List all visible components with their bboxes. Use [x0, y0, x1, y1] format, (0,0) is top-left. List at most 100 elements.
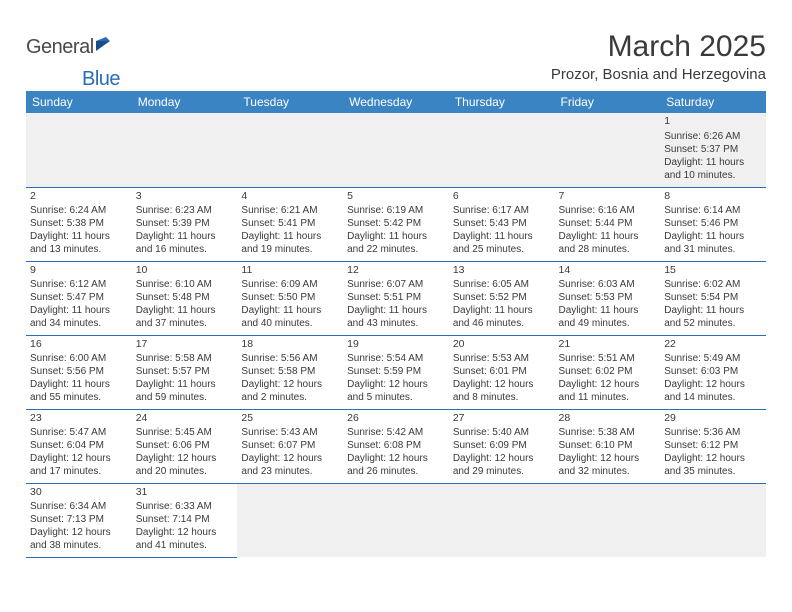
calendar-cell: 4Sunrise: 6:21 AMSunset: 5:41 PMDaylight… — [237, 187, 343, 261]
sunrise-text: Sunrise: 5:38 AM — [559, 426, 657, 439]
daylight-text: Daylight: 12 hours — [241, 378, 339, 391]
calendar-cell: 29Sunrise: 5:36 AMSunset: 6:12 PMDayligh… — [660, 409, 766, 483]
sunrise-text: Sunrise: 6:26 AM — [664, 130, 762, 143]
daylight-text: and 40 minutes. — [241, 317, 339, 330]
dayname: Thursday — [449, 91, 555, 113]
sunrise-text: Sunrise: 5:36 AM — [664, 426, 762, 439]
calendar-row: 30Sunrise: 6:34 AMSunset: 7:13 PMDayligh… — [26, 483, 766, 557]
daylight-text: Daylight: 11 hours — [664, 156, 762, 169]
day-number: 12 — [347, 264, 445, 278]
day-number: 21 — [559, 338, 657, 352]
sunset-text: Sunset: 5:57 PM — [136, 365, 234, 378]
calendar-cell: 17Sunrise: 5:58 AMSunset: 5:57 PMDayligh… — [132, 335, 238, 409]
day-number: 16 — [30, 338, 128, 352]
logo-text-1: General — [26, 36, 94, 59]
day-number: 28 — [559, 412, 657, 426]
daylight-text: and 5 minutes. — [347, 391, 445, 404]
sunset-text: Sunset: 6:12 PM — [664, 439, 762, 452]
sunrise-text: Sunrise: 6:24 AM — [30, 204, 128, 217]
daylight-text: Daylight: 11 hours — [30, 304, 128, 317]
sunset-text: Sunset: 5:43 PM — [453, 217, 551, 230]
calendar-cell: 30Sunrise: 6:34 AMSunset: 7:13 PMDayligh… — [26, 483, 132, 557]
sunrise-text: Sunrise: 5:54 AM — [347, 352, 445, 365]
sunrise-text: Sunrise: 6:10 AM — [136, 278, 234, 291]
day-number: 13 — [453, 264, 551, 278]
sunrise-text: Sunrise: 6:23 AM — [136, 204, 234, 217]
daylight-text: and 16 minutes. — [136, 243, 234, 256]
calendar-cell: 21Sunrise: 5:51 AMSunset: 6:02 PMDayligh… — [555, 335, 661, 409]
daylight-text: and 43 minutes. — [347, 317, 445, 330]
calendar-cell — [237, 113, 343, 187]
sunrise-text: Sunrise: 6:00 AM — [30, 352, 128, 365]
daylight-text: Daylight: 12 hours — [347, 452, 445, 465]
calendar-cell: 25Sunrise: 5:43 AMSunset: 6:07 PMDayligh… — [237, 409, 343, 483]
flag-icon — [96, 37, 118, 58]
daylight-text: and 38 minutes. — [30, 539, 128, 552]
dayname-row: Sunday Monday Tuesday Wednesday Thursday… — [26, 91, 766, 113]
daylight-text: and 28 minutes. — [559, 243, 657, 256]
calendar-cell — [660, 483, 766, 557]
day-number: 1 — [664, 115, 762, 129]
calendar-row: 2Sunrise: 6:24 AMSunset: 5:38 PMDaylight… — [26, 187, 766, 261]
daylight-text: Daylight: 11 hours — [453, 304, 551, 317]
daylight-text: and 35 minutes. — [664, 465, 762, 478]
day-number: 25 — [241, 412, 339, 426]
daylight-text: and 2 minutes. — [241, 391, 339, 404]
calendar-cell — [555, 113, 661, 187]
sunrise-text: Sunrise: 6:03 AM — [559, 278, 657, 291]
daylight-text: Daylight: 12 hours — [30, 526, 128, 539]
calendar-cell: 7Sunrise: 6:16 AMSunset: 5:44 PMDaylight… — [555, 187, 661, 261]
calendar-cell: 22Sunrise: 5:49 AMSunset: 6:03 PMDayligh… — [660, 335, 766, 409]
sunset-text: Sunset: 5:59 PM — [347, 365, 445, 378]
sunset-text: Sunset: 5:38 PM — [30, 217, 128, 230]
dayname: Monday — [132, 91, 238, 113]
day-number: 11 — [241, 264, 339, 278]
sunset-text: Sunset: 5:53 PM — [559, 291, 657, 304]
sunrise-text: Sunrise: 5:51 AM — [559, 352, 657, 365]
daylight-text: and 46 minutes. — [453, 317, 551, 330]
calendar-cell — [343, 483, 449, 557]
sunset-text: Sunset: 6:09 PM — [453, 439, 551, 452]
logo: General — [26, 36, 120, 59]
calendar-cell: 20Sunrise: 5:53 AMSunset: 6:01 PMDayligh… — [449, 335, 555, 409]
daylight-text: Daylight: 11 hours — [136, 378, 234, 391]
day-number: 31 — [136, 486, 234, 500]
calendar-cell: 13Sunrise: 6:05 AMSunset: 5:52 PMDayligh… — [449, 261, 555, 335]
sunrise-text: Sunrise: 6:34 AM — [30, 500, 128, 513]
calendar-cell — [132, 113, 238, 187]
daylight-text: and 34 minutes. — [30, 317, 128, 330]
day-number: 30 — [30, 486, 128, 500]
calendar-row: 16Sunrise: 6:00 AMSunset: 5:56 PMDayligh… — [26, 335, 766, 409]
sunset-text: Sunset: 5:47 PM — [30, 291, 128, 304]
sunset-text: Sunset: 5:54 PM — [664, 291, 762, 304]
sunrise-text: Sunrise: 5:40 AM — [453, 426, 551, 439]
daylight-text: Daylight: 11 hours — [347, 304, 445, 317]
calendar-cell: 23Sunrise: 5:47 AMSunset: 6:04 PMDayligh… — [26, 409, 132, 483]
sunset-text: Sunset: 6:07 PM — [241, 439, 339, 452]
day-number: 22 — [664, 338, 762, 352]
sunset-text: Sunset: 5:42 PM — [347, 217, 445, 230]
sunrise-text: Sunrise: 6:21 AM — [241, 204, 339, 217]
calendar-cell: 8Sunrise: 6:14 AMSunset: 5:46 PMDaylight… — [660, 187, 766, 261]
day-number: 14 — [559, 264, 657, 278]
day-number: 4 — [241, 190, 339, 204]
daylight-text: Daylight: 12 hours — [30, 452, 128, 465]
calendar-cell: 1Sunrise: 6:26 AMSunset: 5:37 PMDaylight… — [660, 113, 766, 187]
calendar-cell: 3Sunrise: 6:23 AMSunset: 5:39 PMDaylight… — [132, 187, 238, 261]
daylight-text: and 55 minutes. — [30, 391, 128, 404]
daylight-text: Daylight: 12 hours — [136, 452, 234, 465]
location-label: Prozor, Bosnia and Herzegovina — [551, 66, 766, 83]
sunset-text: Sunset: 5:37 PM — [664, 143, 762, 156]
dayname: Tuesday — [237, 91, 343, 113]
sunrise-text: Sunrise: 5:47 AM — [30, 426, 128, 439]
sunset-text: Sunset: 5:51 PM — [347, 291, 445, 304]
calendar-cell: 5Sunrise: 6:19 AMSunset: 5:42 PMDaylight… — [343, 187, 449, 261]
calendar-cell — [449, 483, 555, 557]
day-number: 8 — [664, 190, 762, 204]
calendar-cell: 15Sunrise: 6:02 AMSunset: 5:54 PMDayligh… — [660, 261, 766, 335]
sunrise-text: Sunrise: 6:16 AM — [559, 204, 657, 217]
sunrise-text: Sunrise: 6:33 AM — [136, 500, 234, 513]
sunset-text: Sunset: 6:01 PM — [453, 365, 551, 378]
sunrise-text: Sunrise: 5:58 AM — [136, 352, 234, 365]
sunset-text: Sunset: 7:14 PM — [136, 513, 234, 526]
